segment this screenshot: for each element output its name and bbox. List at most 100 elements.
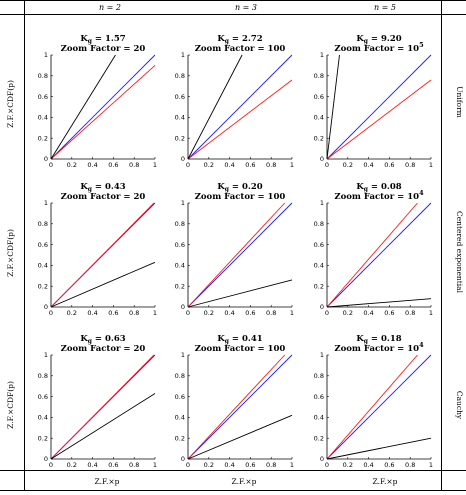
panel-title: Kg = 0.18 [356,334,401,345]
y-tick-label: 0.8 [38,220,48,228]
x-tick-label: 0 [49,161,53,169]
x-tick-label: 0.6 [108,309,118,317]
x-tick-label: 0.6 [245,161,255,169]
y-tick-label: 0 [181,455,185,463]
x-tick-label: 0.6 [245,461,255,469]
y-tick-label: 0.2 [314,434,324,442]
y-tick-label: 1 [181,351,185,359]
panel-zoom-factor: Zoom Factor = 20 [61,44,146,54]
x-tick-label: 0.4 [224,461,234,469]
panel-zoom-factor: Zoom Factor = 20 [61,192,146,202]
y-tick-label: 0.4 [314,414,324,422]
y-tick-label: 0.4 [314,262,324,270]
y-axis-label-row2: Z.F.×CDF(p) [6,229,15,277]
panel-title: Kg = 0.43 [80,182,125,193]
black-series-line [50,393,156,460]
y-axis-label-row1: Z.F.×CDF(p) [6,80,15,128]
x-tick-label: 1 [429,309,433,317]
x-tick-label: 0.8 [405,161,415,169]
x-tick-label: 0.2 [67,461,77,469]
blue-series-line [326,354,432,460]
y-tick-label: 0.8 [38,72,48,80]
x-tick-label: 1 [153,161,157,169]
black-series-line [50,54,116,160]
y-tick-label: 0.6 [175,393,185,401]
red-series-line [187,354,286,460]
y-tick-label: 1 [181,199,185,207]
x-tick-label: 0.8 [129,461,139,469]
blue-series-line [326,202,432,308]
y-tick-label: 0.6 [175,93,185,101]
column-header-n5: n = 5 [374,3,396,12]
y-tick-label: 0.4 [38,114,48,122]
y-tick-label: 0.2 [175,434,185,442]
y-tick-label: 0.2 [38,282,48,290]
x-axis-label-col2: Z.F.×p [232,477,257,486]
red-series-line [50,202,155,308]
red-series-line [326,354,418,460]
row-label-centered-exponential: Centered exponential [455,211,464,294]
x-tick-label: 0.2 [204,161,214,169]
y-tick-label: 1 [44,351,48,359]
red-series-line [187,79,293,160]
x-tick-label: 0.4 [224,309,234,317]
row-label-uniform: Uniform [455,86,464,118]
x-tick-label: 0.4 [363,309,373,317]
x-tick-label: 0.8 [129,161,139,169]
y-tick-label: 1 [320,351,324,359]
y-tick-label: 0 [44,155,48,163]
y-tick-label: 0.2 [175,134,185,142]
black-series-line [326,298,432,308]
x-tick-label: 0 [186,309,190,317]
x-tick-label: 0 [49,461,53,469]
panel-zoom-factor: Zoom Factor = 105 [334,41,424,54]
y-tick-label: 0 [320,303,324,311]
panel-title: Kg = 1.57 [80,34,125,45]
y-tick-label: 0 [320,455,324,463]
y-tick-label: 0.4 [175,114,185,122]
x-tick-label: 1 [153,461,157,469]
x-tick-label: 0 [325,309,329,317]
x-tick-label: 0.6 [384,161,394,169]
y-tick-label: 1 [181,51,185,59]
panel-zoom-factor: Zoom Factor = 100 [195,344,286,354]
y-tick-label: 0.8 [175,220,185,228]
y-tick-label: 0.2 [314,134,324,142]
x-tick-label: 0.6 [384,461,394,469]
x-tick-label: 0.2 [343,461,353,469]
x-tick-label: 0.4 [87,161,97,169]
x-tick-label: 0.4 [224,161,234,169]
y-tick-label: 0.8 [314,372,324,380]
panel-zoom-factor: Zoom Factor = 104 [334,189,424,202]
panel-title: Kg = 2.72 [217,34,262,45]
black-series-line [187,279,293,308]
x-tick-label: 0.8 [405,461,415,469]
blue-series-line [326,54,432,160]
y-tick-label: 0.6 [314,393,324,401]
x-tick-label: 0.8 [266,461,276,469]
y-tick-label: 0.8 [314,72,324,80]
panel-zoom-factor: Zoom Factor = 100 [195,192,286,202]
y-tick-label: 0.4 [38,262,48,270]
y-tick-label: 0.6 [314,93,324,101]
y-tick-label: 0.4 [175,262,185,270]
panel-zoom-factor: Zoom Factor = 20 [61,344,146,354]
y-tick-label: 0 [181,303,185,311]
y-tick-label: 0.8 [314,220,324,228]
y-tick-label: 0 [320,155,324,163]
x-tick-label: 0 [186,461,190,469]
x-tick-label: 1 [153,309,157,317]
panel-title: Kg = 0.63 [80,334,125,345]
y-tick-label: 0.6 [314,241,324,249]
y-tick-label: 0.8 [38,372,48,380]
x-tick-label: 0.2 [67,309,77,317]
x-tick-label: 0 [49,309,53,317]
black-series-line [326,54,340,160]
y-tick-label: 1 [320,199,324,207]
